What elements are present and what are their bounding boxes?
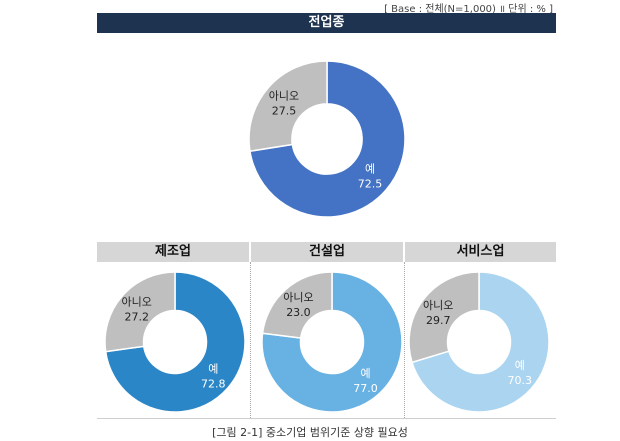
- slice-yes-manufacturing: [104, 271, 246, 413]
- base-note: [ Base : 전체(N=1,000) ॥ 단위 : % ]: [384, 4, 553, 15]
- slice-label-no: 아니오: [283, 291, 313, 304]
- slice-no-manufacturing: [104, 271, 176, 353]
- chart-title-services: 서비스업: [405, 242, 556, 262]
- donut-chart-manufacturing: 예 72.8 아니오 27.2: [104, 271, 246, 413]
- donut-chart-services: 예 70.3 아니오 29.7: [408, 271, 550, 413]
- donut-chart-all-industries: 예 72.5 아니오 27.5: [248, 60, 406, 218]
- slice-yes-services: [411, 271, 550, 413]
- chart-title-construction: 건설업: [251, 242, 403, 262]
- slice-label-yes: 예: [515, 359, 525, 372]
- slice-yes-all-industries: [249, 60, 406, 218]
- slice-no-construction: [261, 271, 333, 339]
- slice-value-yes: 70.3: [508, 374, 533, 387]
- slice-label-yes: 예: [365, 163, 375, 176]
- chart-title-all-industries: 전업종: [97, 13, 556, 33]
- slice-no-services: [408, 271, 480, 364]
- figure-caption: [그림 2-1] 중소기업 범위기준 상향 필요성: [212, 426, 408, 439]
- slice-label-no: 아니오: [269, 89, 299, 102]
- panel-divider: [404, 262, 405, 418]
- donut-chart-construction: 예 77.0 아니오 23.0: [261, 271, 403, 413]
- chart-title-manufacturing: 제조업: [97, 242, 249, 262]
- slice-value-yes: 72.8: [201, 377, 226, 390]
- slice-value-no: 23.0: [286, 306, 311, 319]
- slice-value-no: 29.7: [426, 314, 451, 327]
- slice-value-no: 27.2: [124, 311, 149, 324]
- slice-value-yes: 72.5: [358, 178, 383, 191]
- slice-label-no: 아니오: [122, 296, 152, 309]
- slice-no-all-industries: [248, 60, 328, 153]
- slice-label-yes: 예: [208, 362, 218, 375]
- slice-value-yes: 77.0: [353, 382, 378, 395]
- bottom-rule: [97, 418, 556, 419]
- slice-label-no: 아니오: [423, 299, 453, 312]
- panel-divider: [250, 262, 251, 418]
- slice-value-no: 27.5: [272, 104, 297, 117]
- slice-yes-construction: [261, 271, 403, 413]
- slice-label-yes: 예: [360, 367, 370, 380]
